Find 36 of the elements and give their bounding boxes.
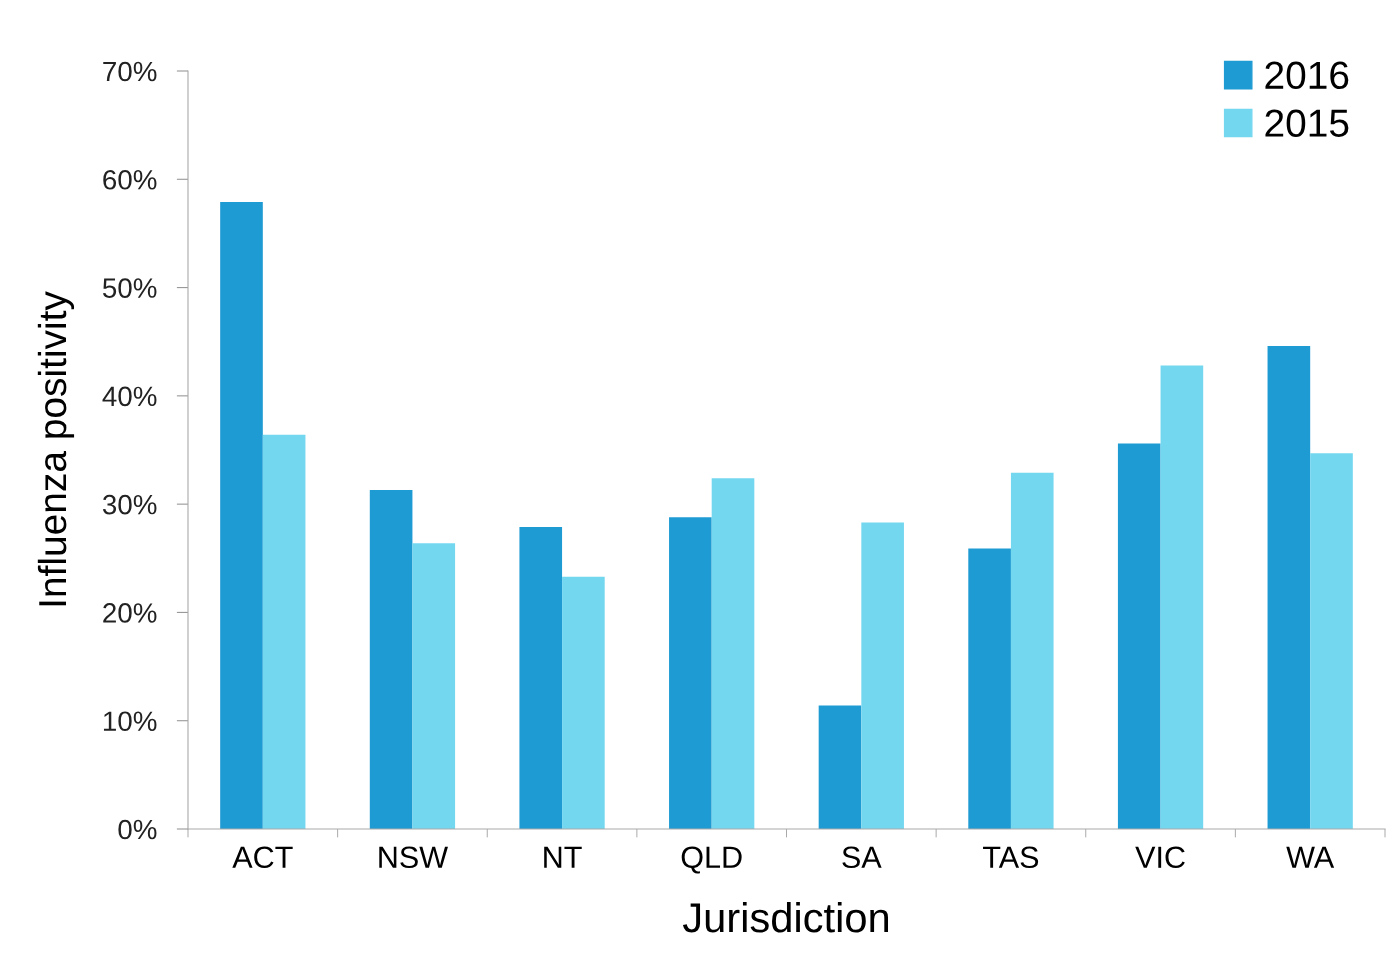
x-tick-label: WA — [1286, 846, 1335, 868]
bar — [711, 478, 755, 829]
x-tick-label: VIC — [1135, 846, 1185, 869]
bar — [1117, 443, 1161, 829]
x-tick-label: NT — [544, 846, 582, 868]
bar — [1310, 453, 1353, 829]
y-tick-label: 50% — [102, 278, 157, 298]
y-tick-label: 10% — [103, 711, 157, 732]
bar — [861, 522, 904, 829]
y-tick-label: 70% — [103, 61, 157, 82]
y-axis-title: Influenza positivity — [37, 291, 75, 606]
x-tick-label: NSW — [379, 846, 448, 869]
bar — [369, 490, 413, 829]
x-tick-label: SA — [842, 846, 882, 869]
bar — [220, 202, 263, 829]
bar — [1160, 365, 1204, 829]
y-tick-label: 60% — [103, 169, 157, 190]
legend-label: 2015 — [1265, 109, 1349, 137]
bar — [1267, 346, 1311, 829]
bar — [519, 526, 563, 829]
bar — [562, 576, 605, 829]
y-tick-label: 30% — [102, 494, 157, 515]
x-tick-label: TAS — [983, 846, 1039, 869]
x-tick-label: ACT — [232, 846, 293, 869]
bar — [412, 543, 456, 829]
bar — [262, 434, 306, 829]
bar — [818, 705, 862, 829]
x-tick-label: QLD — [681, 846, 742, 874]
y-tick-label: 40% — [102, 386, 157, 407]
x-axis-title: Jurisdiction — [682, 901, 889, 933]
y-tick-label: 20% — [103, 603, 157, 623]
y-tick-label: 0% — [118, 819, 157, 840]
bar — [1010, 472, 1054, 829]
legend-label: 2016 — [1265, 61, 1349, 90]
bar — [968, 548, 1011, 829]
bar — [669, 517, 712, 829]
